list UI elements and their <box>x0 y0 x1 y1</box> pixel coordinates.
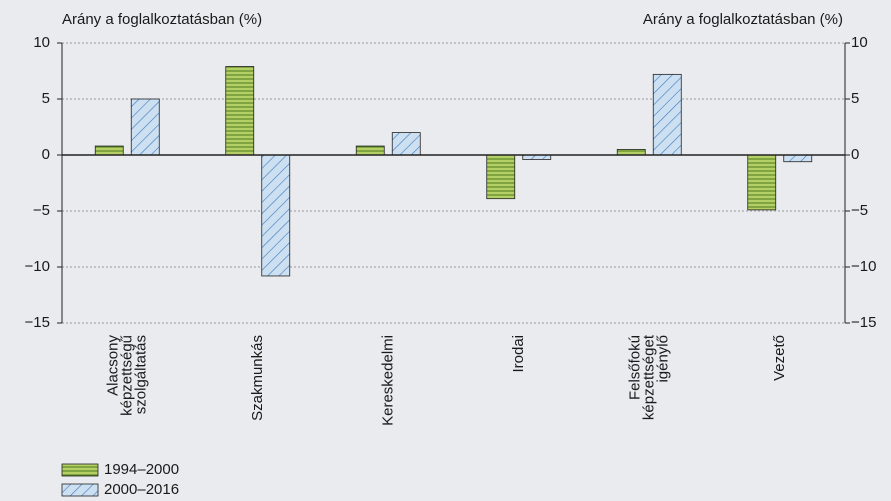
bar <box>94 145 124 156</box>
legend-swatch <box>61 463 99 477</box>
x-tick-label: Szakmunkás <box>249 335 266 421</box>
bar <box>783 154 813 163</box>
bar <box>355 145 385 156</box>
bar <box>486 154 516 200</box>
legend-label: 2000–2016 <box>104 481 179 498</box>
y2-tick-label: 5 <box>851 90 859 107</box>
x-tick-label: Kereskedelmi <box>379 335 396 426</box>
bar <box>225 66 255 156</box>
x-tick-label: Vezető <box>771 335 788 381</box>
y-tick-label: 5 <box>42 90 50 107</box>
y-tick-label: −5 <box>33 202 50 219</box>
y2-tick-label: 10 <box>851 34 868 51</box>
y-tick-label: 10 <box>33 34 50 51</box>
bar <box>747 154 777 211</box>
bar <box>261 154 291 277</box>
y-tick-label: −15 <box>25 314 50 331</box>
x-tick-label: Irodai <box>510 335 527 373</box>
bar <box>652 73 682 156</box>
y2-tick-label: −15 <box>851 314 876 331</box>
legend-label: 1994–2000 <box>104 461 179 478</box>
x-tick-label: Felsőfokúképzettségetigénylő <box>626 334 671 420</box>
y-tick-label: 0 <box>42 146 50 163</box>
bar <box>616 148 646 156</box>
bar <box>130 98 160 156</box>
y2-tick-label: −10 <box>851 258 876 275</box>
y2-axis-title: Arány a foglalkoztatásban (%) <box>643 11 843 28</box>
y2-tick-label: −5 <box>851 202 868 219</box>
y-axis-title: Arány a foglalkoztatásban (%) <box>62 11 262 28</box>
legend-swatch <box>61 483 99 497</box>
y2-tick-label: 0 <box>851 146 859 163</box>
y-tick-label: −10 <box>25 258 50 275</box>
bar <box>391 132 421 156</box>
x-tick-label: Alacsonyképzettségűszolgáltatás <box>104 335 149 416</box>
